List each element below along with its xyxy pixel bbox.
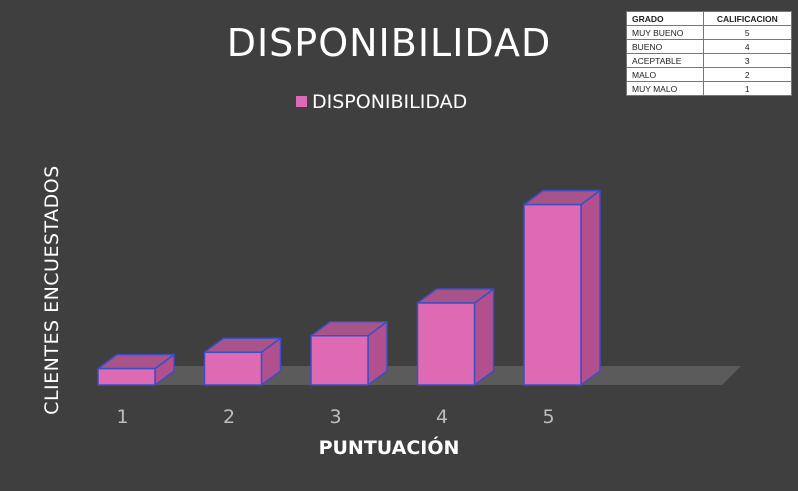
x-tick-label: 1 bbox=[116, 406, 128, 428]
bar-1 bbox=[97, 353, 175, 386]
bar-3 bbox=[310, 321, 388, 386]
table-row: BUENO 4 bbox=[626, 39, 793, 54]
table-cell-grado: MUY MALO bbox=[626, 81, 704, 96]
legend-swatch bbox=[296, 96, 307, 107]
bar-front-face bbox=[523, 203, 582, 386]
grade-reference-table: GRADO CALIFICACION MUY BUENO 5 BUENO 4 A… bbox=[626, 11, 793, 96]
table-header-grado: GRADO bbox=[626, 11, 704, 26]
table-cell-calificacion: 5 bbox=[702, 25, 793, 40]
table-cell-grado: MALO bbox=[626, 67, 704, 82]
legend-label: DISPONIBILIDAD bbox=[312, 91, 467, 113]
table-cell-calificacion: 2 bbox=[702, 67, 793, 82]
y-axis-title: CLIENTES ENCUESTADOS bbox=[41, 165, 63, 415]
table-header-calificacion: CALIFICACION bbox=[702, 11, 793, 26]
table-header-row: GRADO CALIFICACION bbox=[626, 11, 793, 26]
x-tick-label: 5 bbox=[542, 406, 554, 428]
bars-group bbox=[97, 189, 601, 386]
table-cell-grado: ACEPTABLE bbox=[626, 53, 704, 68]
bar-front-face bbox=[203, 351, 263, 386]
table-cell-calificacion: 1 bbox=[702, 81, 793, 96]
table-cell-grado: BUENO bbox=[626, 39, 704, 54]
x-tick-label: 3 bbox=[329, 406, 341, 428]
x-tick-labels: 1 2 3 4 5 bbox=[116, 406, 554, 428]
x-axis-title: PUNTUACIÓN bbox=[319, 435, 460, 459]
bar-front-face bbox=[97, 367, 156, 386]
legend: DISPONIBILIDAD bbox=[296, 91, 467, 113]
table-cell-calificacion: 4 bbox=[702, 39, 793, 54]
chart-title: DISPONIBILIDAD bbox=[227, 21, 552, 65]
bar-side-face bbox=[580, 189, 601, 386]
bar-side-face bbox=[473, 288, 495, 386]
x-tick-label: 4 bbox=[436, 406, 448, 428]
table-row: MALO 2 bbox=[626, 67, 793, 82]
table-row: MUY BUENO 5 bbox=[626, 25, 793, 40]
bar-2 bbox=[203, 337, 282, 386]
table-cell-calificacion: 3 bbox=[702, 53, 793, 68]
bar-5 bbox=[523, 189, 601, 386]
bar-front-face bbox=[416, 302, 476, 386]
table-cell-grado: MUY BUENO bbox=[626, 25, 704, 40]
bar-4 bbox=[416, 288, 495, 386]
x-tick-label: 2 bbox=[223, 406, 235, 428]
bar-front-face bbox=[310, 335, 369, 386]
table-row: ACEPTABLE 3 bbox=[626, 53, 793, 68]
table-row: MUY MALO 1 bbox=[626, 81, 793, 96]
